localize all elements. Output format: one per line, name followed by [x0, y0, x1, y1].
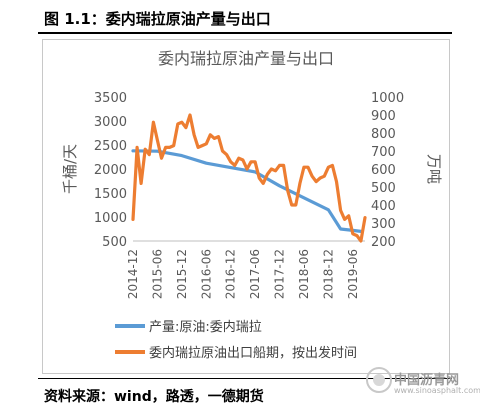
left-tick-label: 2500	[94, 139, 127, 154]
right-tick-label: 300	[371, 217, 396, 232]
x-tick-label: 2016-12	[224, 249, 238, 299]
right-axis-ticks: 1000 900 800 700 600 500 400 300 200	[371, 91, 404, 250]
source-note: 资料来源：wind，路透，一德期货	[44, 389, 264, 405]
x-tick-label: 2018-12	[321, 249, 335, 299]
right-tick-label: 400	[371, 199, 396, 214]
x-axis-ticks: 2014-12 2015-06 2015-12 2016-06 2016-12 2017-…	[126, 249, 360, 299]
x-tick-label: 2016-06	[199, 249, 213, 299]
left-tick-label: 1500	[94, 187, 127, 202]
series-line	[131, 113, 367, 243]
series-layer	[131, 113, 367, 243]
right-tick-label: 600	[371, 163, 396, 178]
x-tick-label: 2015-12	[175, 249, 189, 299]
watermark-url: www.sinoasphalt.com	[394, 386, 480, 395]
x-tick-label: 2014-12	[126, 249, 140, 299]
x-tick-label: 2019-06	[346, 249, 360, 299]
x-tick-label: 2017-12	[273, 249, 287, 299]
right-tick-label: 200	[371, 235, 396, 250]
right-axis-label: 万吨	[425, 154, 443, 184]
left-axis-label: 千桶/天	[61, 144, 79, 194]
legend-label: 产量:原油:委内瑞拉	[149, 319, 262, 335]
left-tick-label: 3500	[94, 91, 127, 106]
watermark-name: 中国沥青网	[394, 373, 460, 388]
line-chart: 委内瑞拉原油产量与出口 350030002500200015001000500 …	[61, 49, 443, 361]
left-tick-label: 1000	[94, 211, 127, 226]
watermark-logo-icon	[366, 367, 392, 393]
left-tick-label: 3000	[94, 115, 127, 130]
x-tick-label: 2017-06	[248, 249, 262, 299]
x-tick-label: 2015-06	[150, 249, 164, 299]
top-rule	[38, 32, 452, 34]
left-tick-label: 500	[102, 235, 127, 250]
right-tick-label: 800	[371, 127, 396, 142]
bottom-rule	[38, 378, 452, 379]
series-line	[131, 149, 363, 233]
right-tick-label: 900	[371, 109, 396, 124]
chart-frame: 委内瑞拉原油产量与出口 3500 3000 2500 2000 1500 1000 500 …	[42, 39, 450, 374]
right-tick-label: 500	[371, 181, 396, 196]
left-axis-ticks: 3500 3000 2500 2000 1500 1000 500	[94, 91, 127, 250]
right-tick-label: 1000	[371, 91, 404, 106]
figure-title: 图 1.1：委内瑞拉原油产量与出口	[44, 10, 271, 28]
legend-label: 委内瑞拉原油出口船期，按出发时间	[149, 345, 357, 361]
left-tick-label: 2000	[94, 163, 127, 178]
chart-title: 委内瑞拉原油产量与出口	[158, 49, 334, 68]
right-tick-label: 700	[371, 145, 396, 160]
x-tick-label: 2018-06	[297, 249, 311, 299]
